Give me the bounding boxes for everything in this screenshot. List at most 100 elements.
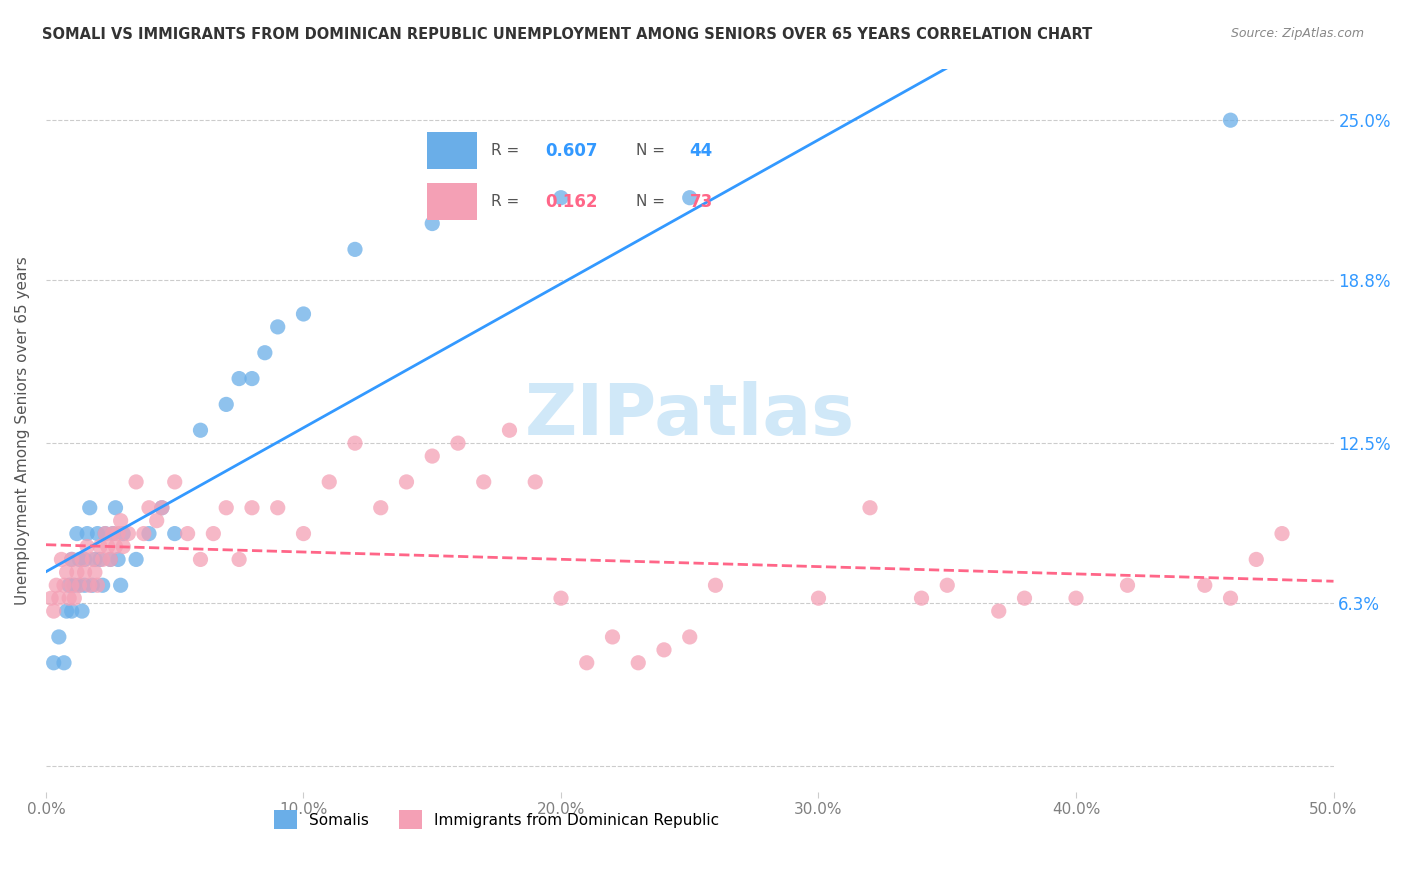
Point bbox=[101, 526, 124, 541]
Point bbox=[240, 500, 263, 515]
Point bbox=[53, 656, 76, 670]
Point bbox=[94, 526, 117, 541]
Point bbox=[107, 552, 129, 566]
Point bbox=[163, 526, 186, 541]
Point bbox=[91, 552, 114, 566]
Point bbox=[70, 552, 93, 566]
Point bbox=[1064, 591, 1087, 606]
Point bbox=[91, 578, 114, 592]
Point bbox=[602, 630, 624, 644]
Point bbox=[97, 540, 120, 554]
Point bbox=[104, 540, 127, 554]
Point bbox=[1014, 591, 1036, 606]
Point bbox=[370, 500, 392, 515]
Text: ZIPatlas: ZIPatlas bbox=[524, 381, 855, 450]
Point bbox=[117, 526, 139, 541]
Point bbox=[910, 591, 932, 606]
Point bbox=[292, 307, 315, 321]
Point bbox=[60, 552, 83, 566]
Point bbox=[98, 552, 121, 566]
Point bbox=[73, 578, 96, 592]
Point bbox=[343, 436, 366, 450]
Point bbox=[420, 217, 443, 231]
Point bbox=[94, 526, 117, 541]
Point bbox=[253, 345, 276, 359]
Point bbox=[48, 630, 70, 644]
Point bbox=[107, 526, 129, 541]
Point bbox=[395, 475, 418, 489]
Point bbox=[110, 514, 132, 528]
Point bbox=[215, 500, 238, 515]
Point bbox=[125, 552, 148, 566]
Point bbox=[66, 526, 89, 541]
Point bbox=[42, 604, 65, 618]
Point bbox=[73, 552, 96, 566]
Point bbox=[138, 526, 160, 541]
Point bbox=[987, 604, 1010, 618]
Point bbox=[202, 526, 225, 541]
Point bbox=[42, 656, 65, 670]
Point bbox=[55, 566, 77, 580]
Y-axis label: Unemployment Among Seniors over 65 years: Unemployment Among Seniors over 65 years bbox=[15, 256, 30, 605]
Point bbox=[101, 526, 124, 541]
Point bbox=[176, 526, 198, 541]
Point bbox=[132, 526, 155, 541]
Point bbox=[45, 578, 67, 592]
Point bbox=[60, 604, 83, 618]
Point bbox=[524, 475, 547, 489]
Point bbox=[228, 552, 250, 566]
Point bbox=[1194, 578, 1216, 592]
Point bbox=[575, 656, 598, 670]
Point bbox=[63, 578, 86, 592]
Point bbox=[73, 566, 96, 580]
Point bbox=[58, 578, 80, 592]
Point bbox=[1219, 113, 1241, 128]
Point bbox=[83, 552, 105, 566]
Point bbox=[807, 591, 830, 606]
Point bbox=[53, 578, 76, 592]
Point bbox=[150, 500, 173, 515]
Point bbox=[76, 540, 98, 554]
Point bbox=[89, 540, 111, 554]
Point bbox=[267, 319, 290, 334]
Point bbox=[145, 514, 167, 528]
Point bbox=[627, 656, 650, 670]
Point bbox=[69, 578, 91, 592]
Point bbox=[82, 552, 104, 566]
Point bbox=[228, 371, 250, 385]
Point bbox=[498, 423, 520, 437]
Point bbox=[70, 604, 93, 618]
Point bbox=[86, 526, 108, 541]
Point bbox=[98, 552, 121, 566]
Point bbox=[112, 526, 135, 541]
Point bbox=[550, 591, 572, 606]
Point bbox=[472, 475, 495, 489]
Point bbox=[83, 566, 105, 580]
Point bbox=[859, 500, 882, 515]
Point bbox=[48, 591, 70, 606]
Point bbox=[112, 540, 135, 554]
Point bbox=[1246, 552, 1268, 566]
Point bbox=[51, 552, 73, 566]
Point bbox=[150, 500, 173, 515]
Point bbox=[60, 552, 83, 566]
Point bbox=[110, 578, 132, 592]
Point bbox=[704, 578, 727, 592]
Point bbox=[69, 578, 91, 592]
Point bbox=[55, 604, 77, 618]
Point bbox=[60, 578, 83, 592]
Point bbox=[318, 475, 340, 489]
Point bbox=[89, 552, 111, 566]
Point bbox=[79, 500, 101, 515]
Point bbox=[550, 191, 572, 205]
Point bbox=[69, 552, 91, 566]
Text: SOMALI VS IMMIGRANTS FROM DOMINICAN REPUBLIC UNEMPLOYMENT AMONG SENIORS OVER 65 : SOMALI VS IMMIGRANTS FROM DOMINICAN REPU… bbox=[42, 27, 1092, 42]
Point bbox=[215, 397, 238, 411]
Point bbox=[679, 191, 702, 205]
Point bbox=[652, 643, 675, 657]
Point bbox=[163, 475, 186, 489]
Point bbox=[679, 630, 702, 644]
Point bbox=[1116, 578, 1139, 592]
Point bbox=[125, 475, 148, 489]
Point bbox=[1271, 526, 1294, 541]
